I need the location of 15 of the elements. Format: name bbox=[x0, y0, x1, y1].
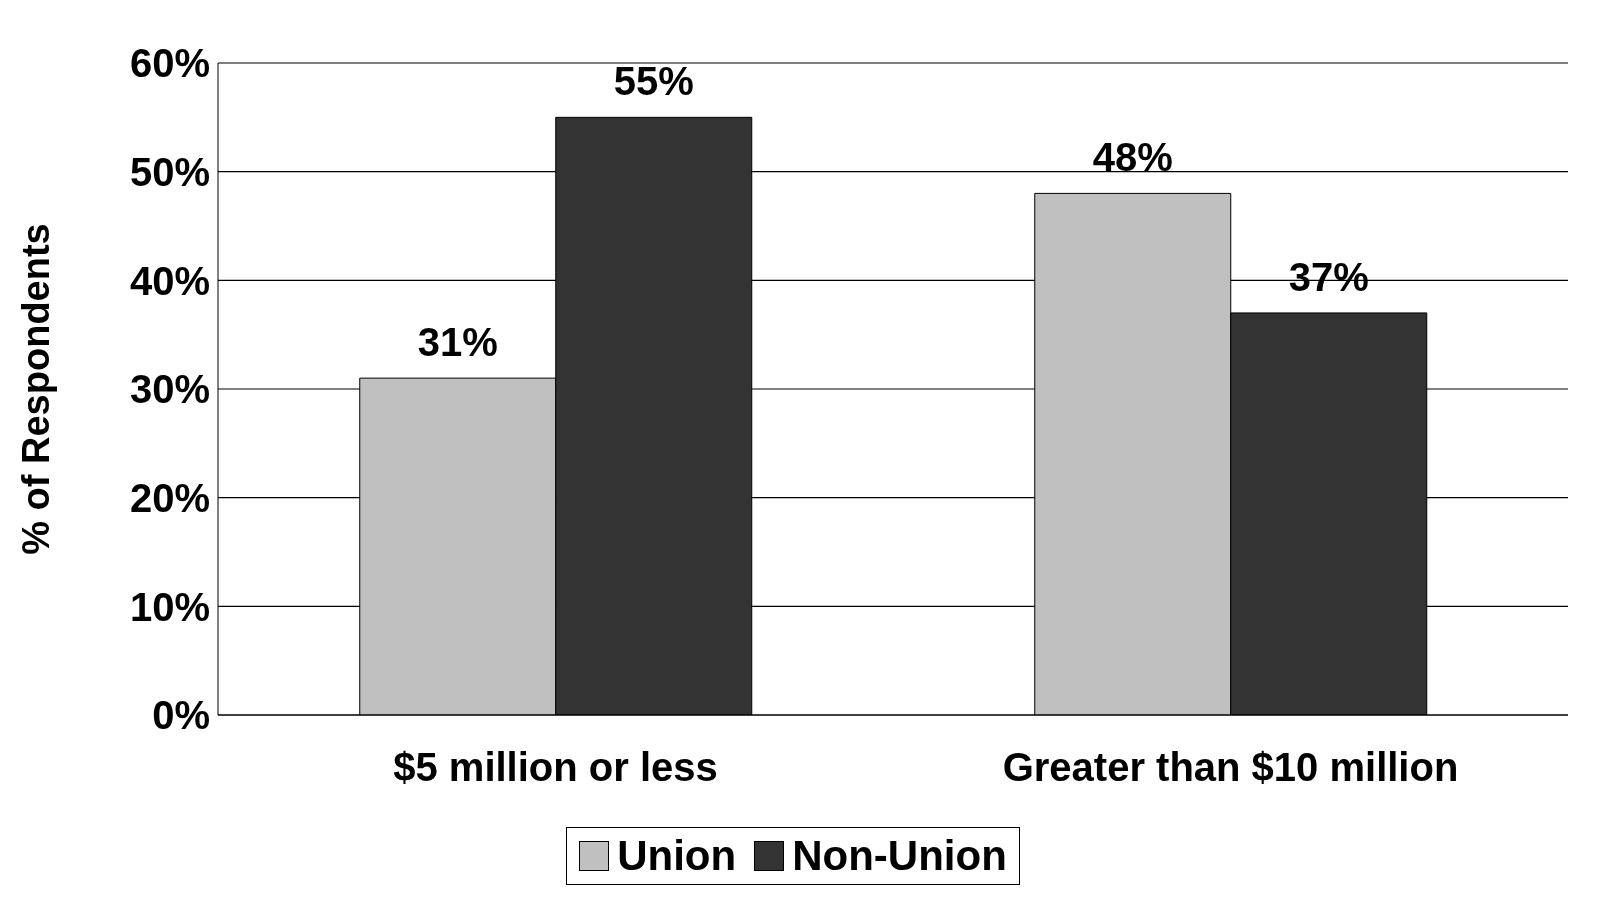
data-label: 31% bbox=[417, 320, 498, 365]
x-tick-label: Greater than $10 million bbox=[1002, 745, 1459, 790]
y-tick-label: 20% bbox=[129, 475, 210, 520]
y-axis-title: % of Respondents bbox=[15, 223, 58, 555]
data-label: 55% bbox=[613, 59, 694, 104]
y-tick-label: 10% bbox=[129, 584, 210, 629]
y-tick-label: 50% bbox=[129, 149, 210, 194]
y-tick-label: 60% bbox=[129, 41, 210, 86]
y-tick-label: 30% bbox=[129, 367, 210, 412]
y-tick-label: 40% bbox=[129, 258, 210, 303]
y-tick-label: 0% bbox=[152, 693, 210, 738]
legend-label: Union bbox=[616, 832, 737, 880]
x-tick-label: $5 million or less bbox=[393, 745, 718, 790]
legend-label: Non-Union bbox=[791, 832, 1007, 880]
data-label: 48% bbox=[1092, 135, 1173, 180]
